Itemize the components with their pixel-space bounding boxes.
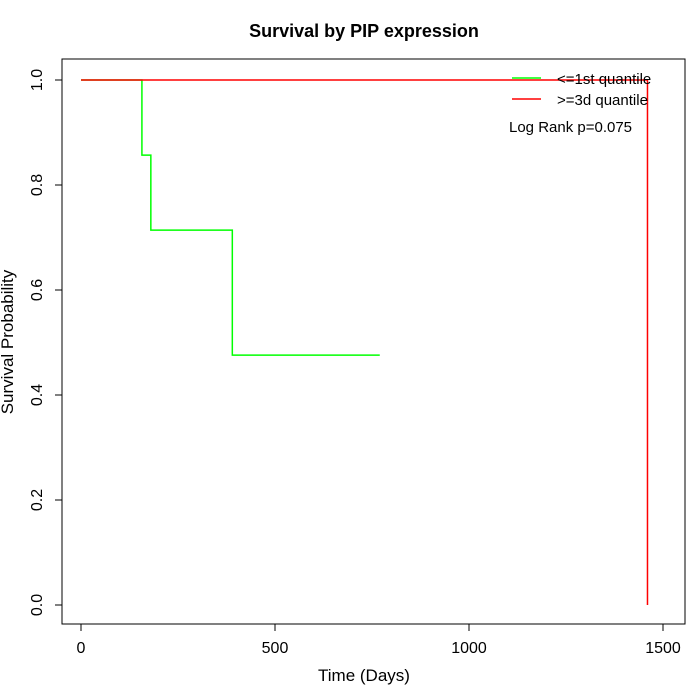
- y-tick-label: 0.2: [29, 489, 46, 511]
- y-tick-label: 1.0: [29, 69, 46, 91]
- legend-label-low: <=1st quantile: [557, 71, 651, 88]
- x-tick-label: 1500: [645, 640, 681, 657]
- x-tick-label: 0: [77, 640, 86, 657]
- series-layer: [81, 79, 649, 605]
- x-axis: 0 500 1000 1500: [77, 623, 681, 657]
- y-tick-label: 0.8: [29, 174, 46, 196]
- y-axis-label: Survival Probability: [0, 269, 17, 414]
- legend-label-high: >=3d quantile: [557, 92, 648, 109]
- x-tick-label: 1000: [451, 640, 487, 657]
- legend: <=1st quantile >=3d quantile: [512, 71, 651, 109]
- y-axis: 0.0 0.2 0.4 0.6 0.8 1.0: [29, 69, 63, 616]
- y-tick-label: 0.0: [29, 594, 46, 616]
- y-tick-label: 0.6: [29, 279, 46, 301]
- survival-curve-high: [81, 79, 649, 605]
- x-tick-label: 500: [262, 640, 289, 657]
- survival-curve-low: [81, 79, 380, 356]
- chart-title: Survival by PIP expression: [249, 21, 479, 41]
- plot-frame: [61, 58, 686, 625]
- x-axis-label: Time (Days): [318, 666, 410, 685]
- log-rank-annotation: Log Rank p=0.075: [509, 119, 632, 136]
- y-tick-label: 0.4: [29, 384, 46, 406]
